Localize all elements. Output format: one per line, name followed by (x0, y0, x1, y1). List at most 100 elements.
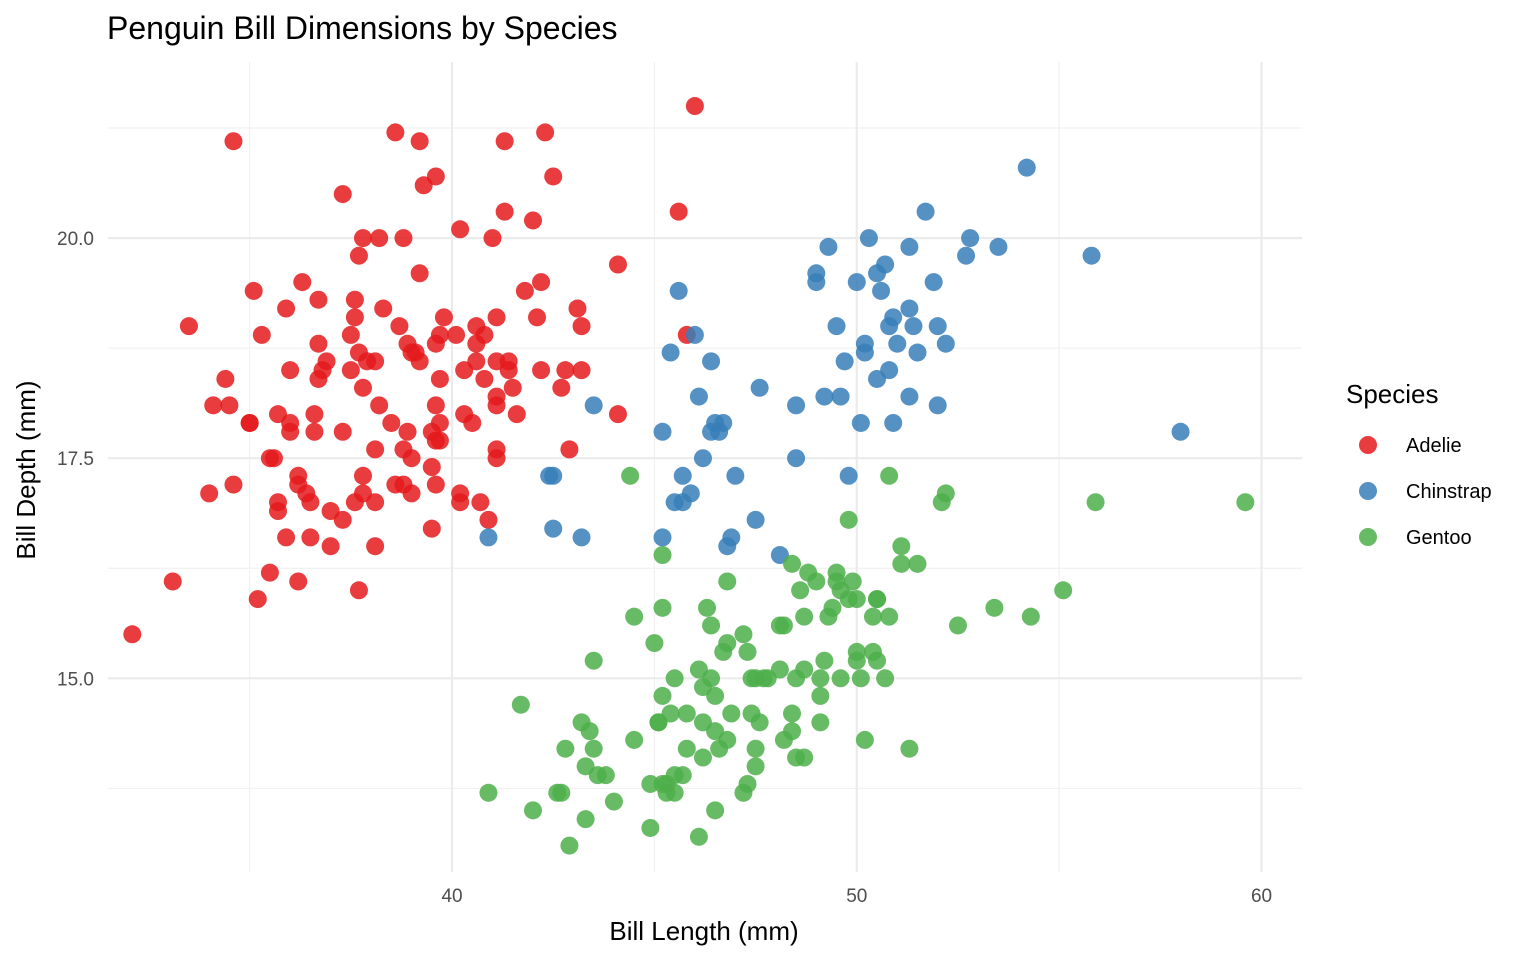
data-point-chinstrap (835, 352, 854, 371)
data-point-adelie (305, 422, 324, 441)
data-point-chinstrap (884, 308, 903, 327)
data-point-chinstrap (839, 466, 858, 485)
data-point-gentoo (851, 669, 870, 688)
data-point-adelie (572, 317, 591, 336)
data-point-adelie (410, 132, 429, 151)
data-point-gentoo (863, 607, 882, 626)
legend-key-chinstrap (1359, 482, 1377, 500)
data-point-adelie (289, 572, 308, 591)
data-point-chinstrap (673, 466, 692, 485)
data-point-gentoo (576, 810, 595, 829)
data-point-adelie (544, 167, 563, 186)
data-point-adelie (366, 440, 385, 459)
data-point-gentoo (843, 572, 862, 591)
data-point-adelie (479, 510, 498, 529)
data-point-adelie (345, 308, 364, 327)
data-point-chinstrap (787, 396, 806, 415)
data-point-adelie (216, 369, 235, 388)
data-point-chinstrap (880, 361, 899, 380)
data-point-adelie (123, 625, 142, 644)
data-point-gentoo (795, 607, 814, 626)
data-point-adelie (240, 413, 259, 432)
data-point-adelie (349, 246, 368, 265)
data-point-adelie (301, 493, 320, 512)
data-point-gentoo (665, 783, 684, 802)
data-point-adelie (495, 202, 514, 221)
data-point-chinstrap (855, 343, 874, 362)
data-point-gentoo (827, 563, 846, 582)
data-point-gentoo (596, 766, 615, 785)
data-point-chinstrap (685, 325, 704, 344)
data-point-adelie (204, 396, 223, 415)
data-point-chinstrap (726, 466, 745, 485)
data-point-adelie (426, 475, 445, 494)
data-point-chinstrap (681, 484, 700, 503)
data-point-adelie (370, 229, 389, 248)
data-point-adelie (475, 325, 494, 344)
x-axis-label: Bill Length (mm) (609, 916, 798, 946)
data-point-adelie (382, 413, 401, 432)
data-point-adelie (487, 440, 506, 459)
data-point-chinstrap (653, 422, 672, 441)
data-point-adelie (366, 493, 385, 512)
data-point-chinstrap (884, 413, 903, 432)
data-point-adelie (532, 273, 551, 292)
data-point-adelie (451, 220, 470, 239)
legend-label-adelie: Adelie (1406, 435, 1462, 457)
data-point-adelie (669, 202, 688, 221)
data-point-adelie (293, 273, 312, 292)
data-point-gentoo (625, 730, 644, 749)
data-point-adelie (503, 378, 522, 397)
data-point-adelie (390, 317, 409, 336)
data-point-adelie (430, 325, 449, 344)
data-point-gentoo (698, 598, 717, 617)
data-point-adelie (281, 361, 300, 380)
data-point-adelie (179, 317, 198, 336)
data-point-chinstrap (908, 343, 927, 362)
data-point-chinstrap (928, 317, 947, 336)
data-point-gentoo (718, 572, 737, 591)
data-point-adelie (487, 308, 506, 327)
y-axis-ticks: 15.0 17.5 20.0 (57, 229, 94, 690)
legend-title: Species (1346, 379, 1439, 409)
y-tick-label: 15.0 (57, 669, 94, 690)
data-point-adelie (353, 378, 372, 397)
data-point-adelie (309, 290, 328, 309)
data-point-gentoo (738, 642, 757, 661)
data-point-adelie (224, 475, 243, 494)
series-chinstrap (479, 158, 1190, 565)
data-point-gentoo (706, 801, 725, 820)
data-point-adelie (608, 255, 627, 274)
data-point-adelie (321, 537, 340, 556)
data-point-adelie (568, 299, 587, 318)
minor-gridlines (108, 62, 1302, 872)
data-point-adelie (532, 361, 551, 380)
x-tick-label: 60 (1251, 886, 1272, 907)
data-point-chinstrap (815, 387, 834, 406)
data-point-gentoo (868, 651, 887, 670)
data-point-adelie (333, 510, 352, 529)
y-axis-label: Bill Depth (mm) (11, 380, 41, 559)
data-point-gentoo (770, 660, 789, 679)
data-point-adelie (487, 387, 506, 406)
legend: Species Adelie Chinstrap Gentoo (1346, 379, 1492, 549)
data-point-gentoo (556, 739, 575, 758)
data-point-adelie (277, 299, 296, 318)
data-point-adelie (685, 97, 704, 116)
data-point-adelie (370, 396, 389, 415)
data-point-gentoo (855, 730, 874, 749)
data-point-chinstrap (851, 413, 870, 432)
data-point-adelie (434, 308, 453, 327)
data-point-adelie (224, 132, 243, 151)
data-point-chinstrap (722, 528, 741, 547)
data-point-adelie (345, 290, 364, 309)
data-point-chinstrap (702, 352, 721, 371)
data-point-adelie (281, 422, 300, 441)
data-point-adelie (268, 493, 287, 512)
data-point-adelie (572, 361, 591, 380)
data-point-chinstrap (572, 528, 591, 547)
data-point-gentoo (746, 739, 765, 758)
data-point-gentoo (693, 748, 712, 767)
data-point-gentoo (948, 616, 967, 635)
data-point-gentoo (985, 598, 1004, 617)
